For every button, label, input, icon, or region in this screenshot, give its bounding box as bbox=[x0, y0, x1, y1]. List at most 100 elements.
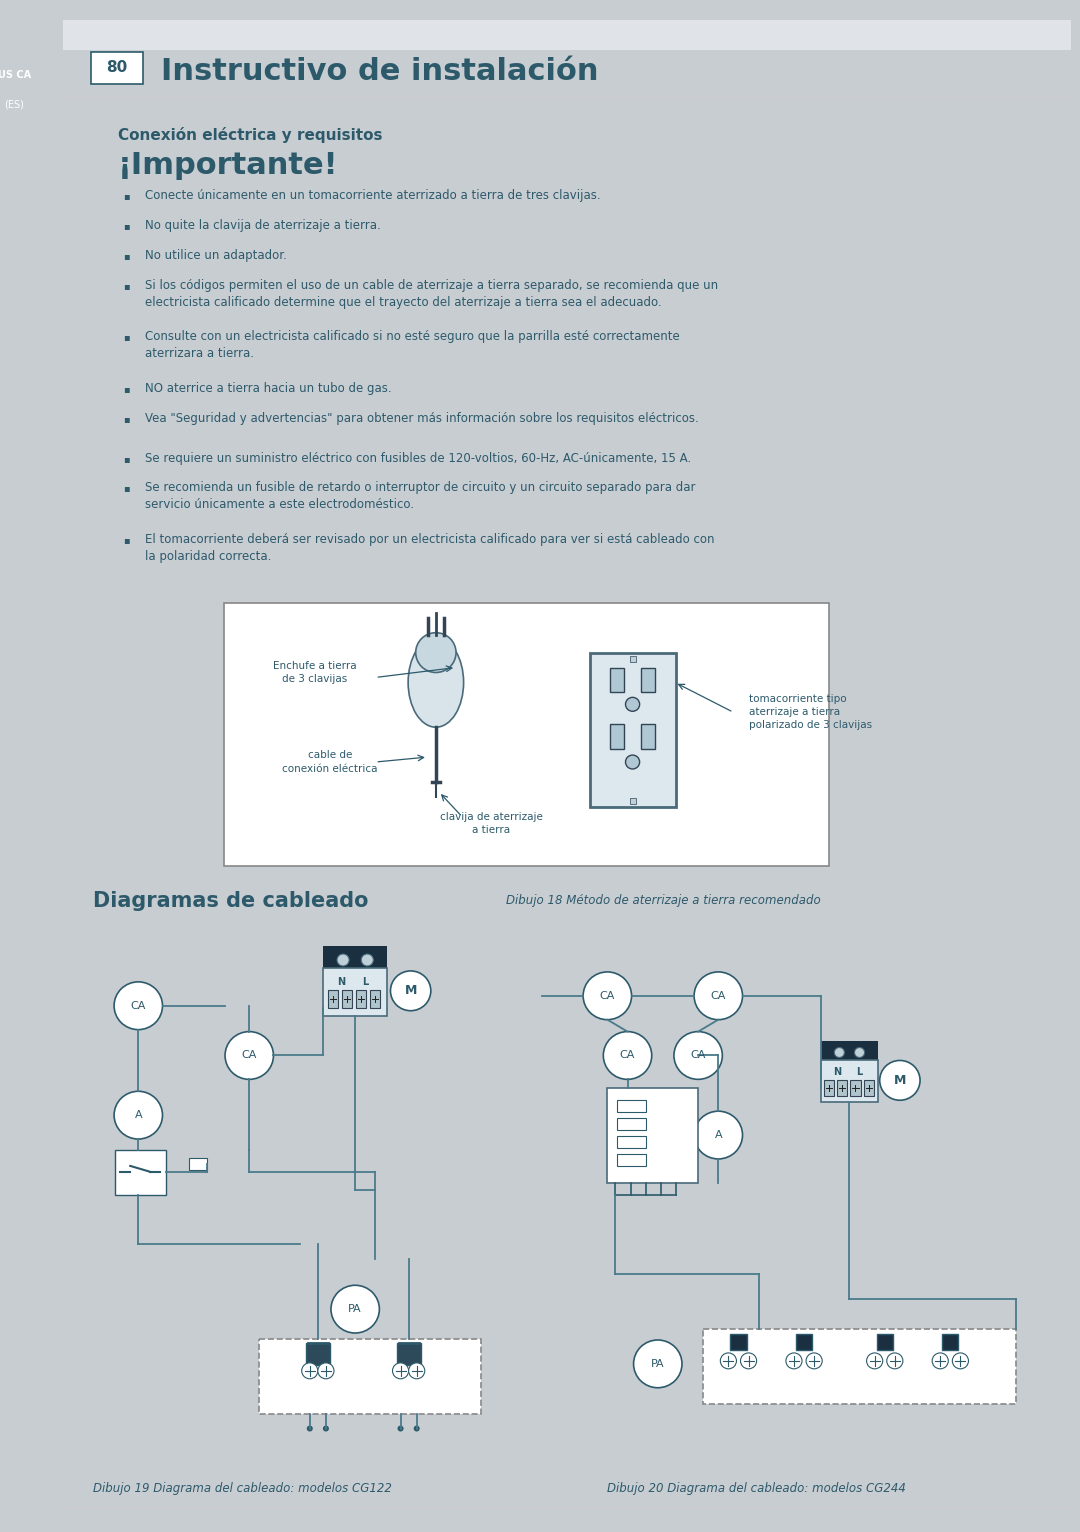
Bar bbox=[323, 968, 388, 1016]
Bar bbox=[824, 1080, 835, 1097]
Text: ▪: ▪ bbox=[123, 535, 130, 545]
Circle shape bbox=[414, 1426, 420, 1431]
Text: L: L bbox=[362, 977, 368, 987]
Bar bbox=[877, 1334, 893, 1350]
Text: M: M bbox=[893, 1074, 906, 1086]
Text: Instructivo de instalación: Instructivo de instalación bbox=[162, 57, 599, 86]
Text: Se requiere un suministro eléctrico con fusibles de 120-voltios, 60-Hz, AC-única: Se requiere un suministro eléctrico con … bbox=[146, 452, 691, 464]
Bar bbox=[63, 20, 1071, 49]
Circle shape bbox=[337, 954, 349, 967]
Circle shape bbox=[694, 971, 743, 1020]
Bar bbox=[640, 725, 654, 749]
Text: ▪: ▪ bbox=[123, 385, 130, 394]
Text: Conexión eléctrica y requisitos: Conexión eléctrica y requisitos bbox=[118, 127, 382, 144]
Circle shape bbox=[694, 1111, 743, 1158]
Circle shape bbox=[625, 697, 639, 711]
Bar bbox=[116, 1151, 165, 1195]
Text: Vea "Seguridad y advertencias" para obtener más información sobre los requisitos: Vea "Seguridad y advertencias" para obte… bbox=[146, 412, 699, 424]
Bar bbox=[850, 1080, 861, 1097]
Circle shape bbox=[932, 1353, 948, 1368]
Text: Dibujo 19 Diagrama del cableado: modelos CG122: Dibujo 19 Diagrama del cableado: modelos… bbox=[93, 1483, 392, 1495]
Circle shape bbox=[953, 1353, 969, 1368]
Bar bbox=[323, 947, 388, 968]
Text: El tomacorriente deberá ser revisado por un electricista calificado para ver si : El tomacorriente deberá ser revisado por… bbox=[146, 533, 715, 564]
Text: Conecte únicamente en un tomacorriente aterrizado a tierra de tres clavijas.: Conecte únicamente en un tomacorriente a… bbox=[146, 188, 600, 202]
Bar bbox=[189, 1158, 207, 1170]
Text: CA: CA bbox=[620, 1051, 635, 1060]
Circle shape bbox=[391, 971, 431, 1011]
Text: Consulte con un electricista calificado si no esté seguro que la parrilla esté c: Consulte con un electricista calificado … bbox=[146, 331, 680, 360]
Text: ▪: ▪ bbox=[123, 192, 130, 201]
Text: Se recomienda un fusible de retardo o interruptor de circuito y un circuito sepa: Se recomienda un fusible de retardo o in… bbox=[146, 481, 696, 512]
Circle shape bbox=[114, 1091, 162, 1140]
Circle shape bbox=[786, 1353, 802, 1368]
Circle shape bbox=[225, 1031, 273, 1080]
Text: ▪: ▪ bbox=[123, 280, 130, 291]
Bar bbox=[618, 1137, 646, 1147]
Bar bbox=[837, 1080, 848, 1097]
Text: cable de
conexión eléctrica: cable de conexión eléctrica bbox=[282, 751, 378, 774]
Bar bbox=[703, 1330, 1016, 1403]
Text: PA: PA bbox=[349, 1304, 362, 1314]
Text: ▪: ▪ bbox=[123, 414, 130, 424]
Bar bbox=[618, 1154, 646, 1166]
Bar bbox=[630, 798, 636, 804]
Bar bbox=[91, 52, 144, 84]
Circle shape bbox=[583, 971, 632, 1020]
Text: A: A bbox=[715, 1131, 723, 1140]
Bar bbox=[864, 1080, 874, 1097]
Circle shape bbox=[634, 1340, 681, 1388]
Text: CA: CA bbox=[711, 991, 726, 1000]
Text: N: N bbox=[337, 977, 346, 987]
Text: No quite la clavija de aterrizaje a tierra.: No quite la clavija de aterrizaje a tier… bbox=[146, 219, 381, 231]
Text: No utilice un adaptador.: No utilice un adaptador. bbox=[146, 248, 287, 262]
Circle shape bbox=[323, 1426, 329, 1431]
Circle shape bbox=[114, 982, 162, 1030]
Text: ¡Importante!: ¡Importante! bbox=[118, 152, 339, 181]
Text: ▪: ▪ bbox=[123, 251, 130, 260]
Bar bbox=[821, 1060, 878, 1102]
Text: CA: CA bbox=[690, 1051, 706, 1060]
Bar bbox=[396, 1344, 421, 1365]
Circle shape bbox=[887, 1353, 903, 1368]
Text: CA: CA bbox=[599, 991, 615, 1000]
Bar bbox=[370, 990, 380, 1008]
Bar bbox=[640, 668, 654, 692]
Circle shape bbox=[854, 1048, 865, 1057]
Text: US CA: US CA bbox=[0, 69, 31, 80]
Text: ▪: ▪ bbox=[123, 484, 130, 493]
Text: PA: PA bbox=[651, 1359, 664, 1370]
Text: 80: 80 bbox=[107, 60, 127, 75]
Bar bbox=[607, 1088, 698, 1183]
Text: M: M bbox=[405, 985, 417, 997]
Text: L: L bbox=[856, 1068, 863, 1077]
Bar bbox=[590, 653, 676, 807]
Circle shape bbox=[408, 1363, 424, 1379]
Bar bbox=[630, 656, 636, 662]
Text: ▪: ▪ bbox=[123, 453, 130, 464]
Bar bbox=[610, 725, 624, 749]
Circle shape bbox=[866, 1353, 882, 1368]
Circle shape bbox=[361, 954, 374, 967]
Text: CA: CA bbox=[242, 1051, 257, 1060]
Circle shape bbox=[397, 1426, 404, 1431]
Bar bbox=[306, 1344, 330, 1365]
Text: Dibujo 18 Método de aterrizaje a tierra recomendado: Dibujo 18 Método de aterrizaje a tierra … bbox=[507, 895, 821, 907]
Circle shape bbox=[604, 1031, 651, 1080]
Bar bbox=[342, 990, 352, 1008]
Text: ▪: ▪ bbox=[123, 221, 130, 231]
Circle shape bbox=[741, 1353, 757, 1368]
Bar bbox=[618, 1100, 646, 1112]
Text: NO aterrice a tierra hacia un tubo de gas.: NO aterrice a tierra hacia un tubo de ga… bbox=[146, 381, 392, 395]
Text: Dibujo 20 Diagrama del cableado: modelos CG244: Dibujo 20 Diagrama del cableado: modelos… bbox=[607, 1483, 906, 1495]
Text: (ES): (ES) bbox=[4, 100, 24, 109]
Bar bbox=[259, 1339, 482, 1414]
Bar bbox=[618, 1118, 646, 1131]
Circle shape bbox=[625, 755, 639, 769]
Text: tomacorriente tipo
aterrizaje a tierra
polarizado de 3 clavijas: tomacorriente tipo aterrizaje a tierra p… bbox=[748, 694, 872, 731]
Circle shape bbox=[416, 633, 456, 673]
Text: Enchufe a tierra
de 3 clavijas: Enchufe a tierra de 3 clavijas bbox=[273, 660, 356, 685]
Bar bbox=[328, 990, 338, 1008]
Bar bbox=[610, 668, 624, 692]
Text: clavija de aterrizaje
a tierra: clavija de aterrizaje a tierra bbox=[440, 812, 543, 835]
